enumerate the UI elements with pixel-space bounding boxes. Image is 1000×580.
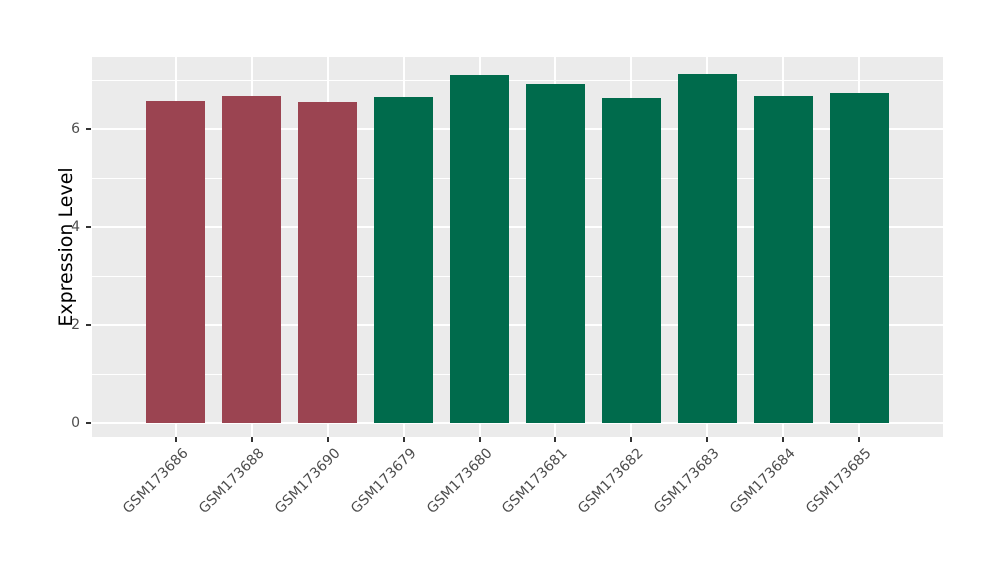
gridline-major-y2 xyxy=(92,324,943,326)
x-tick-mark-GSM173686 xyxy=(174,437,177,442)
y-axis-title: Expression Level xyxy=(55,167,77,327)
y-tick-mark-6 xyxy=(86,128,91,130)
gridline-major-y4 xyxy=(92,226,943,228)
gridline-minor-y7 xyxy=(92,79,943,81)
x-tick-label: GSM173682 xyxy=(575,445,648,517)
bar-GSM173681 xyxy=(526,84,585,423)
x-tick-label: GSM173690 xyxy=(271,445,344,517)
bar-GSM173683 xyxy=(678,74,737,423)
bar-GSM173682 xyxy=(602,97,661,423)
x-tick-label: GSM173686 xyxy=(119,445,192,517)
bar-GSM173685 xyxy=(830,92,889,423)
bar-GSM173679 xyxy=(374,96,433,423)
x-tick-label: GSM173685 xyxy=(803,445,876,517)
x-tick-label: GSM173681 xyxy=(499,445,572,517)
bar-GSM173690 xyxy=(298,102,357,423)
y-tick-label: 4 xyxy=(71,219,80,235)
gridline-minor-y3 xyxy=(92,275,943,277)
x-tick-label: GSM173688 xyxy=(195,445,268,517)
gridline-major-y6 xyxy=(92,128,943,130)
y-tick-mark-2 xyxy=(86,324,91,326)
x-tick-mark-GSM173683 xyxy=(706,437,709,442)
gridline-minor-y1 xyxy=(92,373,943,375)
bar-GSM173688 xyxy=(222,96,281,423)
x-tick-mark-GSM173688 xyxy=(250,437,253,442)
x-tick-label: GSM173680 xyxy=(423,445,496,517)
plot-panel xyxy=(92,57,943,437)
y-tick-label: 2 xyxy=(71,317,80,333)
y-tick-mark-4 xyxy=(86,226,91,228)
x-tick-mark-GSM173682 xyxy=(630,437,633,442)
x-tick-mark-GSM173680 xyxy=(478,437,481,442)
bar-GSM173680 xyxy=(450,75,509,423)
x-tick-mark-GSM173681 xyxy=(554,437,557,442)
bar-GSM173684 xyxy=(754,95,813,423)
gridline-major-y0 xyxy=(92,422,943,424)
x-tick-mark-GSM173690 xyxy=(326,437,329,442)
x-tick-label: GSM173683 xyxy=(651,445,724,517)
y-tick-mark-0 xyxy=(86,422,91,424)
x-tick-mark-GSM173679 xyxy=(402,437,405,442)
gridline-minor-y5 xyxy=(92,177,943,179)
x-tick-label: GSM173679 xyxy=(347,445,420,517)
bar-GSM173686 xyxy=(146,100,205,423)
y-tick-label: 6 xyxy=(71,121,80,137)
x-tick-label: GSM173684 xyxy=(727,445,800,517)
y-tick-label: 0 xyxy=(71,415,80,431)
x-tick-mark-GSM173684 xyxy=(782,437,785,442)
x-tick-mark-GSM173685 xyxy=(858,437,861,442)
